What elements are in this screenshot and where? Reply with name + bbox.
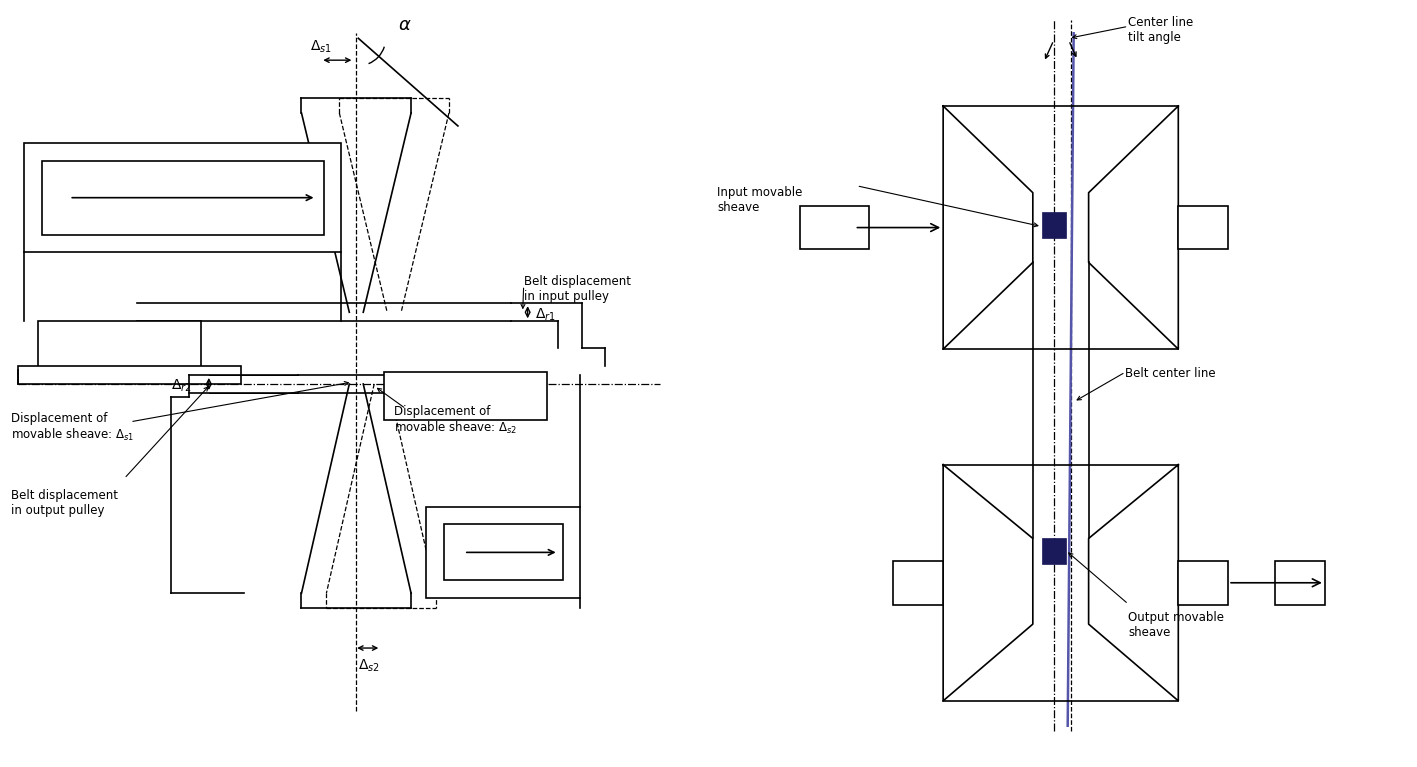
Bar (1041, 212, 1066, 238)
Bar (43, 161, 324, 235)
Text: Belt displacement
in output pulley: Belt displacement in output pulley (10, 489, 118, 517)
Bar (38, 321, 201, 370)
Bar (17, 366, 241, 384)
Text: $\Delta_{r1}$: $\Delta_{r1}$ (534, 306, 555, 323)
Bar (24, 143, 341, 252)
Bar (1275, 561, 1325, 604)
Text: Output movable
sheave: Output movable sheave (1128, 611, 1224, 639)
Text: $\Delta_{s2}$: $\Delta_{s2}$ (359, 658, 380, 674)
Bar (893, 561, 944, 604)
Text: Center line
tilt angle: Center line tilt angle (1128, 16, 1193, 44)
Text: Displacement of
movable sheave: $\Delta_{s1}$: Displacement of movable sheave: $\Delta_… (10, 412, 133, 443)
Bar (1179, 561, 1229, 604)
Bar (799, 206, 870, 249)
Text: Belt displacement
in input pulley: Belt displacement in input pulley (524, 275, 631, 304)
Bar (444, 525, 563, 581)
Text: Input movable
sheave: Input movable sheave (717, 186, 802, 214)
Text: Belt center line: Belt center line (1125, 367, 1216, 380)
Bar (384, 371, 547, 420)
Text: $\alpha$: $\alpha$ (398, 16, 412, 35)
Text: $\Delta_{r2}$: $\Delta_{r2}$ (171, 378, 191, 394)
Text: $\Delta_{s1}$: $\Delta_{s1}$ (310, 38, 333, 54)
Bar (1041, 538, 1066, 565)
Bar (1179, 206, 1229, 249)
Text: Displacement of
movable sheave: $\Delta_{s2}$: Displacement of movable sheave: $\Delta_… (394, 405, 517, 436)
Bar (427, 506, 581, 598)
